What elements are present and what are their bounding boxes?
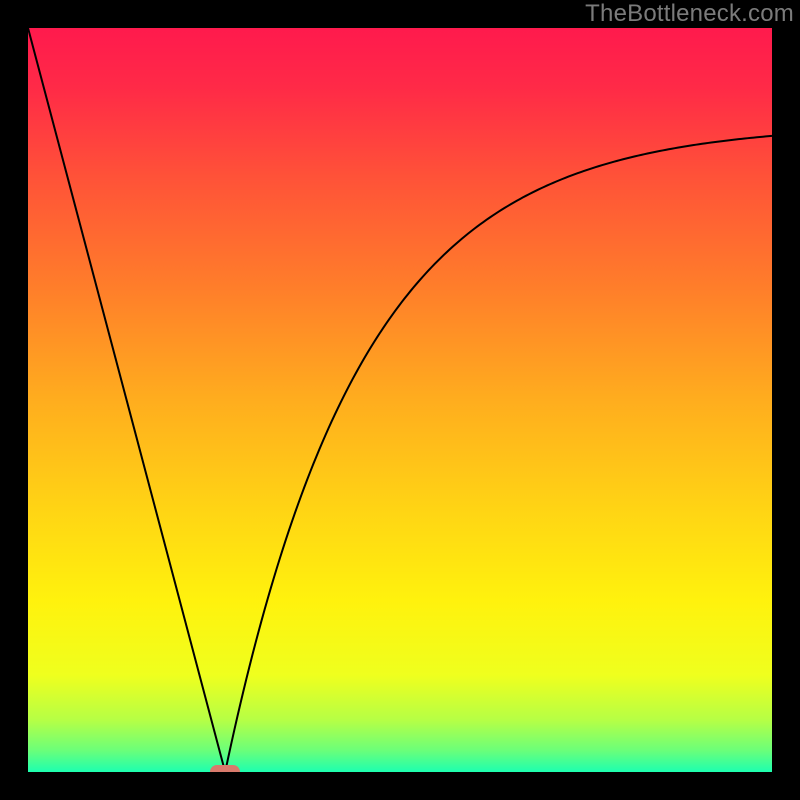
- curve-layer: [28, 28, 772, 772]
- curve-left: [28, 28, 225, 772]
- plot-area: [28, 28, 772, 772]
- curve-right: [225, 136, 772, 772]
- chart-container: TheBottleneck.com: [0, 0, 800, 800]
- vertex-marker: [210, 765, 240, 772]
- watermark-label: TheBottleneck.com: [585, 0, 794, 28]
